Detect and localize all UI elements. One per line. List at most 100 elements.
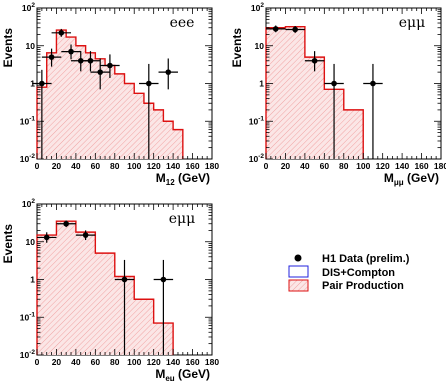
x-tick-label: 120 bbox=[147, 357, 161, 367]
x-tick-label: 80 bbox=[110, 357, 120, 367]
x-tick-label: 140 bbox=[166, 357, 180, 367]
histogram bbox=[36, 220, 174, 355]
data-marker bbox=[58, 30, 65, 36]
data-marker bbox=[311, 57, 318, 64]
histogram-fill bbox=[37, 30, 183, 159]
data-marker bbox=[87, 57, 94, 64]
data-marker bbox=[48, 54, 55, 60]
y-tick-label: 102 bbox=[22, 2, 35, 13]
data-point bbox=[114, 259, 135, 355]
x-axis-ticks: 0 20 40 60 80 100 120 140 160 180 bbox=[35, 8, 219, 171]
data-marker bbox=[292, 26, 298, 33]
x-tick-label: 180 bbox=[434, 161, 446, 171]
x-tick-label: 0 bbox=[264, 161, 269, 171]
y-tick-label: 10 bbox=[255, 41, 265, 51]
x-tick-label: 60 bbox=[91, 161, 101, 171]
legend-pair-label: Pair Production bbox=[322, 280, 404, 292]
y-tick-label: 10-1 bbox=[249, 115, 265, 126]
data-point bbox=[324, 63, 344, 159]
y-tick-label: 10-1 bbox=[20, 311, 36, 322]
data-point bbox=[304, 51, 325, 72]
x-tick-label: 180 bbox=[205, 161, 219, 171]
data-point bbox=[100, 54, 120, 78]
data-point bbox=[61, 44, 81, 60]
y-tick-label: 10 bbox=[26, 237, 36, 247]
data-point bbox=[90, 58, 110, 90]
y-tick-label: 1 bbox=[30, 79, 35, 89]
x-tick-label: 160 bbox=[185, 357, 199, 367]
x-tick-label: 140 bbox=[166, 161, 180, 171]
data-point bbox=[158, 58, 178, 90]
y-tick-label: 10-1 bbox=[20, 115, 36, 126]
data-marker bbox=[82, 232, 89, 238]
x-tick-label: 80 bbox=[339, 161, 349, 171]
y-tick-label: 10-2 bbox=[20, 153, 36, 164]
data-point bbox=[51, 28, 72, 37]
x-tick-label: 40 bbox=[71, 161, 81, 171]
channel-label: eee bbox=[170, 15, 195, 31]
x-tick-label: 20 bbox=[281, 161, 291, 171]
y-tick-label: 1 bbox=[259, 79, 264, 89]
x-axis-ticks: 0 20 40 60 80 100 120 140 160 180 bbox=[264, 8, 446, 171]
data-marker bbox=[43, 234, 50, 241]
y-axis-label: Events bbox=[1, 28, 15, 68]
x-axis-label: Mμμ (GeV) bbox=[384, 171, 439, 187]
legend: H1 Data (prelim.) DIS+Compton Pair Produ… bbox=[288, 253, 410, 292]
x-axis-label: Meμ (GeV) bbox=[155, 367, 210, 381]
data-point bbox=[363, 63, 383, 159]
data-point bbox=[37, 232, 57, 243]
x-tick-label: 40 bbox=[300, 161, 310, 171]
x-tick-label: 160 bbox=[185, 161, 199, 171]
data-point bbox=[75, 230, 96, 241]
y-tick-label: 102 bbox=[251, 2, 264, 13]
legend-dis-swatch bbox=[288, 265, 309, 278]
data-points bbox=[266, 25, 383, 159]
x-tick-label: 20 bbox=[52, 161, 62, 171]
data-points bbox=[32, 28, 178, 159]
y-axis-label: Events bbox=[1, 224, 15, 264]
histogram-fill bbox=[266, 26, 364, 159]
x-tick-label: 0 bbox=[35, 161, 40, 171]
x-tick-label: 60 bbox=[320, 161, 330, 171]
data-marker bbox=[272, 26, 279, 32]
y-tick-label: 10-2 bbox=[249, 153, 265, 164]
data-marker bbox=[160, 276, 167, 283]
legend-data-marker bbox=[294, 254, 302, 262]
x-tick-label: 80 bbox=[110, 161, 120, 171]
x-tick-label: 40 bbox=[71, 357, 81, 367]
channel-label: eμμ bbox=[169, 211, 195, 227]
data-marker bbox=[370, 80, 376, 87]
histogram bbox=[36, 29, 184, 159]
y-axis-ticks: 10-2 10-1 1 10 102 bbox=[20, 2, 212, 164]
x-tick-label: 160 bbox=[414, 161, 428, 171]
data-marker bbox=[97, 69, 103, 75]
data-marker bbox=[107, 62, 113, 69]
x-tick-label: 20 bbox=[52, 357, 62, 367]
x-tick-label: 120 bbox=[376, 161, 390, 171]
data-marker bbox=[68, 48, 74, 55]
x-tick-label: 100 bbox=[356, 161, 370, 171]
data-point bbox=[139, 63, 159, 159]
legend-data-label: H1 Data (prelim.) bbox=[322, 253, 410, 265]
x-axis-label: M12 (GeV) bbox=[156, 171, 210, 187]
data-marker bbox=[63, 220, 69, 227]
data-point bbox=[153, 259, 174, 355]
data-point bbox=[56, 220, 76, 228]
x-tick-label: 100 bbox=[127, 357, 141, 367]
x-tick-label: 100 bbox=[127, 161, 141, 171]
x-tick-label: 140 bbox=[395, 161, 409, 171]
y-tick-label: 102 bbox=[22, 198, 35, 209]
legend-dis-label: DIS+Compton bbox=[322, 267, 395, 279]
x-tick-label: 180 bbox=[205, 357, 219, 367]
data-marker bbox=[146, 80, 152, 87]
data-points bbox=[37, 220, 174, 355]
histogram-fill bbox=[37, 221, 174, 355]
data-point bbox=[285, 26, 305, 33]
data-point bbox=[41, 48, 62, 67]
y-axis-label: Events bbox=[230, 28, 244, 68]
data-marker bbox=[331, 80, 337, 87]
x-tick-label: 60 bbox=[91, 357, 101, 367]
data-marker bbox=[121, 276, 128, 283]
